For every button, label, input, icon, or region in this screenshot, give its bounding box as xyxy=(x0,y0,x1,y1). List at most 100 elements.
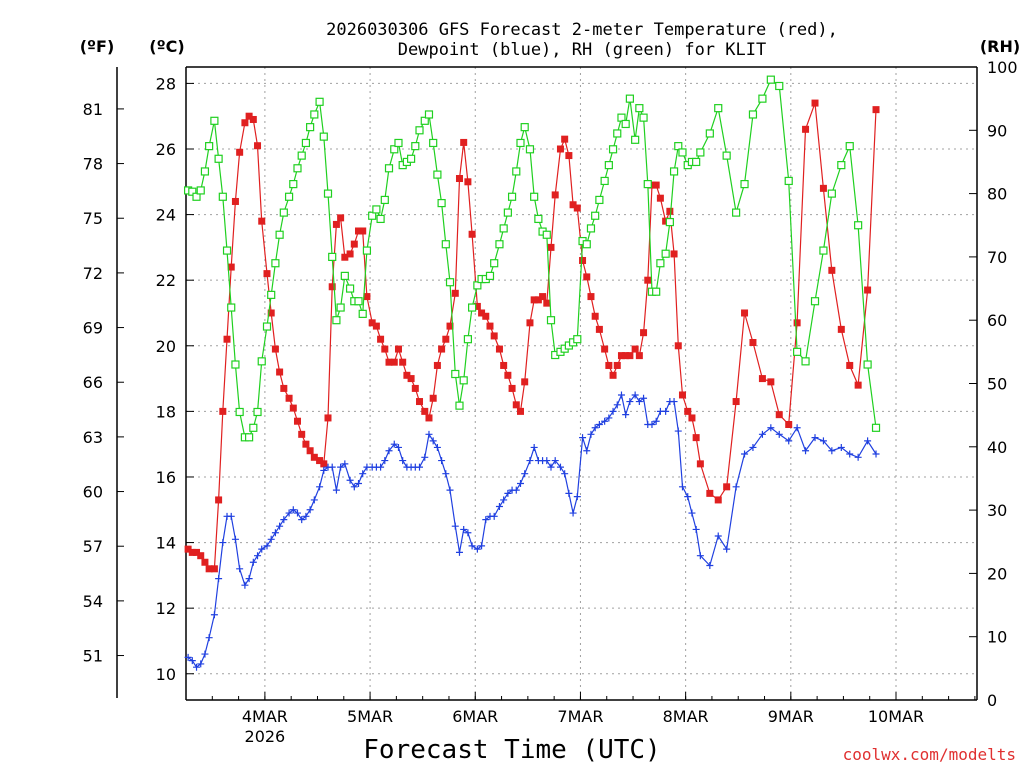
data-point xyxy=(485,271,495,280)
data-point xyxy=(350,240,358,248)
data-point xyxy=(622,352,630,360)
data-point xyxy=(495,240,504,249)
data-point xyxy=(215,496,223,504)
data-point xyxy=(512,167,521,176)
data-point xyxy=(591,424,599,432)
data-point xyxy=(437,198,446,208)
data-point xyxy=(320,466,328,474)
data-point xyxy=(684,493,692,501)
data-point xyxy=(601,417,609,425)
data-point xyxy=(775,430,783,438)
data-point xyxy=(455,401,464,410)
data-point xyxy=(184,653,192,661)
data-point xyxy=(231,535,239,543)
data-point xyxy=(490,332,498,340)
data-point xyxy=(301,138,311,148)
data-point xyxy=(336,303,345,312)
data-point xyxy=(678,483,686,491)
data-point xyxy=(258,545,266,553)
data-point xyxy=(328,252,337,261)
data-point xyxy=(512,401,520,409)
data-point xyxy=(385,358,393,366)
data-point xyxy=(499,224,508,233)
data-point xyxy=(512,486,520,494)
data-point xyxy=(215,575,223,583)
data-point xyxy=(587,430,595,438)
data-point xyxy=(561,135,569,143)
data-point xyxy=(276,368,284,376)
data-point xyxy=(284,192,294,201)
data-point xyxy=(732,208,741,217)
data-point xyxy=(188,657,196,665)
data-point xyxy=(249,115,257,123)
data-point xyxy=(316,483,324,491)
data-point xyxy=(793,347,802,356)
data-point xyxy=(363,293,371,301)
data-point xyxy=(279,208,288,217)
x-tick-label: 10MAR xyxy=(868,707,924,726)
fahrenheit-tick-label: 60 xyxy=(83,483,103,502)
data-point xyxy=(766,75,775,84)
data-point xyxy=(526,457,534,465)
data-point xyxy=(864,286,872,294)
data-point xyxy=(845,142,854,151)
data-point xyxy=(478,542,486,550)
data-point xyxy=(368,211,377,220)
data-point xyxy=(732,483,740,491)
data-point xyxy=(793,319,801,327)
celsius-tick-label: 16 xyxy=(156,468,176,487)
fahrenheit-tick-label: 78 xyxy=(83,155,103,174)
data-point xyxy=(516,407,524,415)
data-point xyxy=(854,381,862,389)
data-point xyxy=(670,250,678,258)
data-point xyxy=(257,357,266,366)
data-point xyxy=(819,184,827,192)
x-tick-label: 8MAR xyxy=(663,707,709,726)
data-point xyxy=(662,407,670,415)
data-point xyxy=(415,126,424,135)
data-point xyxy=(500,361,508,369)
data-point xyxy=(854,453,862,461)
data-point xyxy=(648,181,656,189)
fahrenheit-tick-label: 81 xyxy=(83,100,103,119)
data-point xyxy=(188,187,197,196)
data-point xyxy=(425,414,433,422)
data-point xyxy=(324,414,332,422)
data-point xyxy=(775,411,783,419)
data-point xyxy=(613,129,622,138)
data-point xyxy=(569,201,577,209)
rh-tick-label: 40 xyxy=(987,438,1007,457)
data-point xyxy=(482,516,490,524)
data-point xyxy=(872,450,880,458)
data-point xyxy=(490,512,498,520)
data-point xyxy=(793,424,801,432)
celsius-tick-label: 24 xyxy=(156,206,176,225)
data-point xyxy=(381,345,389,353)
data-point xyxy=(748,110,758,119)
data-point xyxy=(201,650,209,658)
data-point xyxy=(463,335,472,344)
data-point xyxy=(302,512,310,520)
data-point xyxy=(542,230,551,239)
data-point xyxy=(534,214,543,224)
data-point xyxy=(819,437,827,445)
data-point xyxy=(442,335,450,343)
data-point xyxy=(837,325,845,333)
data-point xyxy=(464,529,472,537)
data-point xyxy=(595,195,604,205)
data-point xyxy=(280,516,288,524)
data-point xyxy=(608,145,618,154)
data-point xyxy=(696,552,704,560)
data-point xyxy=(583,447,591,455)
data-point xyxy=(871,423,881,432)
data-point xyxy=(864,437,872,445)
data-point xyxy=(245,433,254,442)
data-point xyxy=(341,460,349,468)
data-point xyxy=(617,113,626,122)
data-point xyxy=(801,357,810,366)
data-point xyxy=(337,214,345,222)
data-point xyxy=(613,361,621,369)
data-point xyxy=(810,297,820,306)
data-point xyxy=(263,270,271,278)
